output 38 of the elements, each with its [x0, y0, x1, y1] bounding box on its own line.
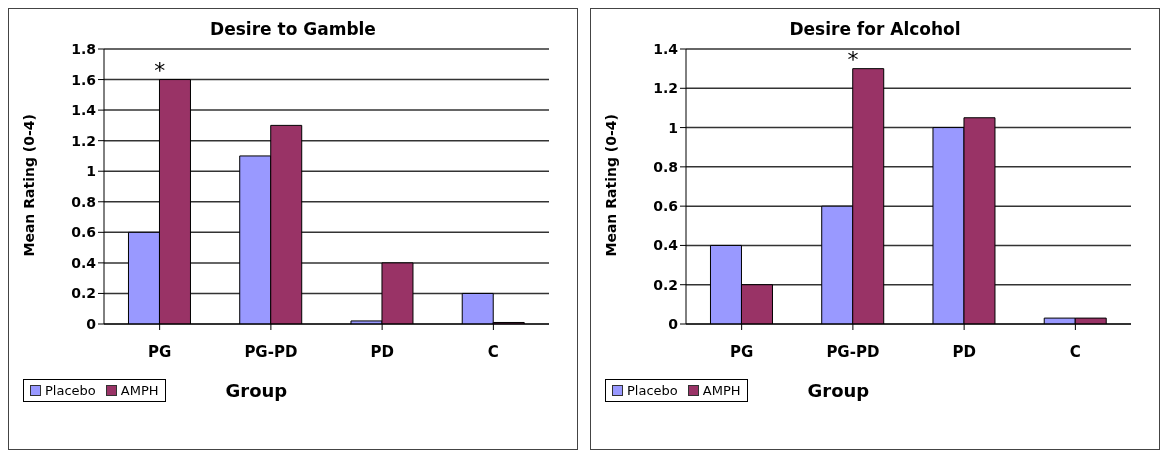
- chart-title: Desire for Alcohol: [788, 19, 962, 39]
- legend-label: Placebo: [44, 383, 96, 398]
- chart-title: Desire to Gamble: [209, 19, 377, 39]
- y-tick-label: 1: [668, 119, 678, 136]
- x-axis-title: Group: [225, 380, 288, 401]
- legend-label: AMPH: [119, 383, 159, 398]
- y-tick-label: 0.4: [653, 237, 679, 254]
- y-axis-title: Mean Rating (0-4): [602, 114, 619, 257]
- y-tick-label: 1.2: [653, 80, 678, 97]
- x-tick-label: C: [487, 342, 499, 361]
- y-tick-label: 0: [668, 315, 679, 332]
- y-tick-label: 0.2: [653, 276, 678, 293]
- legend-label: Placebo: [626, 383, 678, 398]
- y-tick-label: 0.8: [653, 158, 678, 175]
- x-axis-title: Group: [807, 380, 870, 401]
- y-tick-label: 1.4: [71, 102, 97, 119]
- annotation: *: [154, 57, 166, 83]
- x-tick-label: PG: [147, 342, 172, 361]
- x-tick-label: PG: [729, 342, 754, 361]
- y-tick-label: 0.8: [71, 193, 96, 210]
- legend-label: AMPH: [701, 383, 741, 398]
- y-tick-label: 1: [86, 163, 96, 180]
- y-tick-label: 1.2: [71, 132, 96, 149]
- y-tick-label: 0.6: [71, 224, 96, 241]
- y-tick-label: 0.6: [653, 198, 678, 215]
- y-tick-label: 0: [86, 315, 97, 332]
- y-tick-label: 0.2: [71, 285, 96, 302]
- annotation: *: [847, 46, 859, 72]
- x-tick-label: PD: [952, 342, 976, 361]
- x-tick-label: PG-PD: [826, 342, 880, 361]
- y-tick-label: 0.4: [71, 254, 97, 271]
- y-tick-label: 1.6: [71, 71, 96, 88]
- y-tick-label: 1.8: [71, 40, 96, 57]
- y-axis-title: Mean Rating (0-4): [20, 114, 37, 257]
- x-tick-label: C: [1069, 342, 1081, 361]
- y-tick-label: 1.4: [653, 40, 679, 57]
- x-tick-label: PG-PD: [244, 342, 298, 361]
- x-tick-label: PD: [370, 342, 394, 361]
